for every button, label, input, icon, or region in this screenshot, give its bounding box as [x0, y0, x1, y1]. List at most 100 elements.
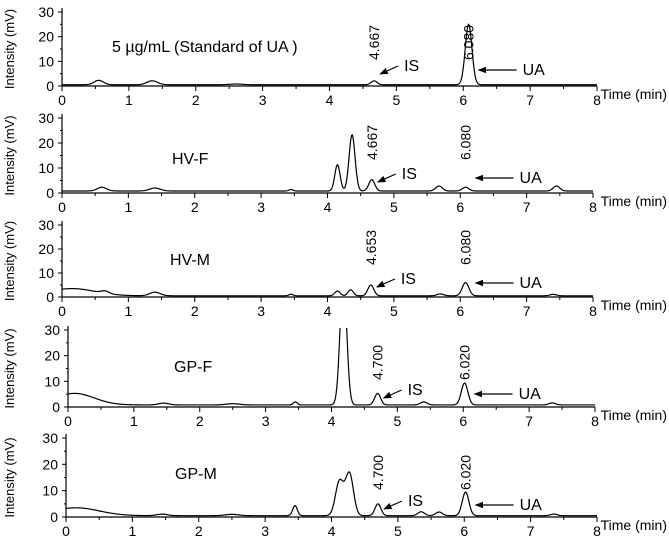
x-tick-label: 6	[456, 199, 464, 215]
peak-label: IS	[401, 271, 416, 288]
x-tick-label: 1	[130, 413, 138, 429]
y-tick-label: 10	[44, 373, 60, 389]
y-axis-title: Intensity (mV)	[2, 221, 17, 301]
x-tick-label: 5	[394, 523, 402, 539]
trace-line	[62, 134, 593, 192]
peak-arrow	[377, 173, 397, 183]
retention-time-label: 6.020	[458, 455, 474, 490]
y-tick-label: 0	[46, 185, 54, 201]
sample-label: HV-F	[172, 151, 209, 168]
y-tick-label: 20	[44, 348, 60, 364]
x-tick-label: 0	[58, 92, 66, 108]
x-tick-label: 3	[262, 413, 270, 429]
chromatogram-panel: 0 10 20 30 0 1 2 3 4 5 6 7 8 Intensity (mV) Time (min)…	[2, 322, 667, 429]
x-tick-label: 8	[593, 523, 601, 539]
y-axis-title: Intensity (mV)	[2, 437, 17, 517]
x-tick-label: 6	[460, 523, 468, 539]
y-tick-label: 30	[38, 110, 54, 126]
x-tick-label: 2	[195, 523, 203, 539]
x-tick-label: 6	[459, 92, 467, 108]
y-tick-label: 0	[46, 289, 54, 305]
retention-time-label: 6.020	[457, 345, 473, 380]
x-tick-label: 3	[257, 303, 265, 319]
chromatogram-panel: 0 10 20 30 0 1 2 3 4 5 6 7 8 Intensity (mV) Time (min)…	[2, 4, 667, 108]
peak-label: IS	[408, 493, 423, 510]
x-tick-label: 4	[324, 303, 332, 319]
peak-label: UA	[520, 275, 543, 292]
x-tick-label: 4	[328, 523, 336, 539]
x-tick-label: 5	[392, 92, 400, 108]
peak-arrow	[382, 389, 402, 399]
peak-arrow	[379, 65, 399, 75]
y-axis-title: Intensity (mV)	[2, 115, 17, 195]
x-tick-label: 1	[124, 303, 132, 319]
x-tick-label: 8	[589, 303, 597, 319]
x-tick-label: 0	[64, 413, 72, 429]
x-tick-label: 8	[589, 199, 597, 215]
retention-time-label: 6.080	[458, 125, 474, 160]
sample-label: GP-F	[174, 359, 212, 376]
chromatogram-panel: 0 10 20 30 0 1 2 3 4 5 6 7 8 Intensity (mV) Time (min)…	[2, 110, 667, 215]
y-tick-label: 0	[46, 78, 54, 94]
x-tick-label: 8	[593, 92, 601, 108]
trace-line	[66, 471, 597, 517]
retention-time-label: 6.080	[461, 25, 477, 60]
y-axis-title: Intensity (mV)	[2, 9, 17, 89]
x-tick-label: 5	[390, 199, 398, 215]
x-tick-label: 6	[456, 303, 464, 319]
retention-time-label: 6.080	[458, 230, 474, 265]
y-tick-label: 20	[38, 29, 54, 45]
peak-label: UA	[519, 386, 542, 403]
x-tick-label: 0	[62, 523, 70, 539]
x-tick-label: 8	[591, 413, 599, 429]
peak-label: UA	[523, 62, 546, 79]
x-tick-label: 4	[324, 199, 332, 215]
x-tick-label: 1	[128, 523, 136, 539]
retention-time-label: 4.653	[363, 230, 379, 265]
y-tick-label: 20	[38, 135, 54, 151]
x-tick-label: 0	[58, 303, 66, 319]
x-tick-label: 2	[191, 303, 199, 319]
retention-time-label: 4.700	[370, 345, 386, 380]
y-tick-label: 10	[38, 265, 54, 281]
x-tick-label: 7	[527, 523, 535, 539]
retention-time-label: 4.667	[366, 25, 382, 60]
x-tick-label: 2	[192, 92, 200, 108]
x-tick-label: 0	[58, 199, 66, 215]
x-tick-label: 5	[390, 303, 398, 319]
x-tick-label: 7	[523, 303, 531, 319]
trace-line	[62, 281, 593, 297]
x-axis-title: Time (min)	[601, 407, 667, 423]
y-tick-label: 30	[44, 322, 60, 338]
x-tick-label: 3	[257, 199, 265, 215]
x-tick-label: 4	[326, 92, 334, 108]
peak-label: UA	[520, 497, 543, 514]
x-tick-label: 7	[525, 413, 533, 429]
x-tick-label: 4	[328, 413, 336, 429]
trace-line	[68, 328, 595, 406]
peak-label: IS	[404, 58, 419, 75]
trace-line	[62, 23, 597, 86]
x-tick-label: 2	[191, 199, 199, 215]
retention-time-label: 4.700	[370, 455, 386, 490]
y-tick-label: 30	[42, 430, 58, 446]
y-tick-label: 0	[52, 399, 60, 415]
y-tick-label: 10	[38, 160, 54, 176]
sample-label: GP-M	[175, 466, 217, 483]
retention-time-label: 4.667	[364, 125, 380, 160]
x-tick-label: 7	[523, 199, 531, 215]
sample-label: HV-M	[170, 252, 210, 269]
chromatogram-panel: 0 10 20 30 0 1 2 3 4 5 6 7 8 Intensity (mV) Time (min)…	[2, 217, 667, 319]
x-tick-label: 3	[259, 92, 267, 108]
y-tick-label: 30	[38, 4, 54, 20]
x-tick-label: 2	[196, 413, 204, 429]
x-axis-title: Time (min)	[601, 193, 667, 209]
peak-arrow	[383, 500, 403, 510]
y-tick-label: 20	[42, 456, 58, 472]
x-tick-label: 1	[125, 92, 133, 108]
x-tick-label: 3	[261, 523, 269, 539]
y-axis-title: Intensity (mV)	[2, 328, 17, 408]
x-axis-title: Time (min)	[601, 86, 667, 102]
x-tick-label: 1	[124, 199, 132, 215]
x-axis-title: Time (min)	[601, 517, 667, 533]
